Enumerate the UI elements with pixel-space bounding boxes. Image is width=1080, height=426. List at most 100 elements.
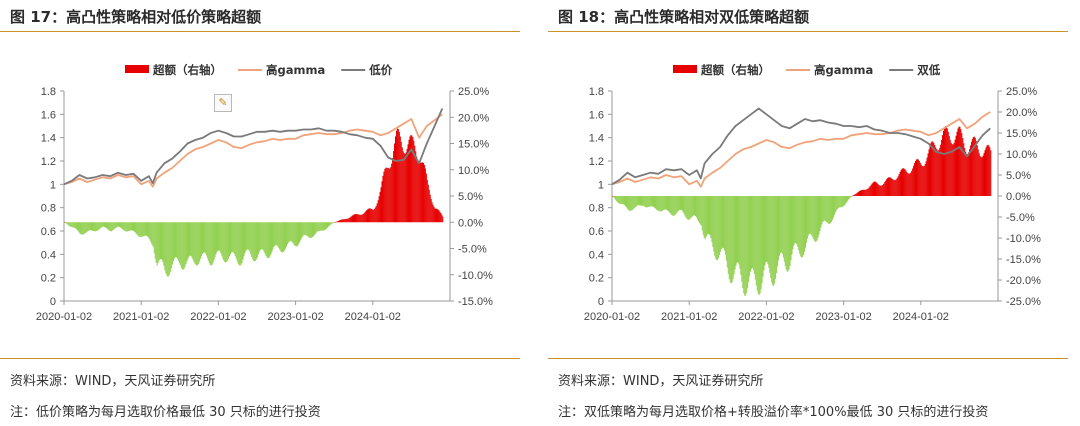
- excess-bar: [155, 222, 157, 263]
- excess-bar: [655, 196, 657, 210]
- excess-bar: [937, 150, 939, 196]
- excess-bar: [913, 165, 915, 196]
- series-line-high-gamma: [63, 113, 443, 188]
- excess-bar: [900, 170, 902, 196]
- excess-bar: [226, 222, 228, 262]
- excess-bar: [95, 222, 97, 232]
- excess-bar: [205, 222, 207, 256]
- excess-bar: [660, 196, 662, 212]
- excess-bar: [695, 196, 697, 218]
- excess-bar: [411, 135, 413, 223]
- excess-bar: [709, 196, 711, 236]
- excess-bar: [650, 196, 652, 207]
- excess-bar: [83, 222, 85, 235]
- excess-bar: [732, 196, 734, 280]
- excess-bar: [897, 176, 899, 196]
- excess-bar: [231, 222, 233, 252]
- excess-bar: [234, 222, 236, 257]
- method-note: 注：双低策略为每月选取价格+转股溢价率*100%最低 30 只标的进行投资: [558, 405, 989, 420]
- excess-bar: [109, 222, 111, 231]
- excess-bar: [717, 196, 719, 260]
- excess-bar: [931, 141, 933, 196]
- excess-bar: [301, 222, 303, 238]
- excess-bar: [810, 196, 812, 235]
- excess-bar: [288, 222, 290, 242]
- source-note: 资料来源：WIND，天风证券研究所: [10, 374, 216, 389]
- excess-bar: [131, 222, 133, 231]
- excess-bar: [214, 222, 216, 258]
- excess-bar: [100, 222, 102, 228]
- excess-bar: [337, 221, 339, 223]
- excess-bar: [832, 196, 834, 220]
- excess-bar: [843, 196, 845, 206]
- excess-bar: [352, 215, 354, 223]
- legend-swatch-excess: [125, 65, 149, 73]
- excess-bar: [790, 196, 792, 261]
- excess-bar: [390, 167, 392, 223]
- excess-bar: [713, 196, 715, 252]
- excess-bar: [708, 196, 710, 234]
- excess-bar: [834, 196, 836, 213]
- excess-bar: [384, 168, 386, 223]
- right-tick-label: 15.0%: [458, 139, 489, 151]
- excess-bar: [827, 196, 829, 224]
- excess-bar: [954, 139, 956, 196]
- excess-bar: [277, 222, 279, 247]
- excess-bar: [370, 208, 372, 223]
- excess-bar: [378, 196, 380, 223]
- excess-bar: [210, 222, 212, 266]
- excess-bar: [166, 222, 168, 276]
- chart-edit-icon[interactable]: ✎: [214, 94, 232, 112]
- excess-bar: [188, 222, 190, 257]
- excess-bar: [919, 162, 921, 196]
- excess-bar: [955, 135, 957, 196]
- excess-bar: [392, 158, 394, 223]
- excess-bar: [623, 196, 625, 205]
- excess-bar: [681, 196, 683, 211]
- excess-bar: [752, 196, 754, 270]
- excess-bar: [425, 173, 427, 223]
- excess-bar: [268, 222, 270, 258]
- excess-bar: [161, 222, 163, 260]
- excess-bar: [871, 183, 873, 196]
- excess-bar: [936, 149, 938, 196]
- excess-bar: [294, 222, 296, 246]
- excess-bar: [120, 222, 122, 229]
- excess-bar: [365, 211, 367, 223]
- excess-bar: [886, 179, 888, 196]
- excess-bar: [740, 196, 742, 276]
- excess-bar: [398, 131, 400, 223]
- excess-bar: [656, 196, 658, 210]
- excess-bar: [108, 222, 110, 231]
- excess-bar: [808, 196, 810, 234]
- excess-bar: [314, 222, 316, 234]
- right-tick-label: 15.0%: [1006, 128, 1037, 140]
- excess-bar: [719, 196, 721, 256]
- excess-bar: [88, 222, 90, 231]
- excess-bar: [767, 196, 769, 264]
- excess-bar: [321, 222, 323, 231]
- excess-bar: [736, 196, 738, 263]
- excess-bar: [71, 222, 73, 228]
- excess-bar: [700, 196, 702, 226]
- excess-bar: [209, 222, 211, 265]
- excess-bar: [292, 222, 294, 244]
- excess-bar: [178, 222, 180, 264]
- excess-bar: [153, 222, 155, 254]
- excess-bar: [182, 222, 184, 270]
- excess-bar: [325, 222, 327, 230]
- excess-bar: [811, 196, 813, 237]
- excess-bar: [306, 222, 308, 236]
- excess-bar: [431, 202, 433, 223]
- excess-bar: [259, 222, 261, 250]
- excess-bar: [704, 196, 706, 240]
- excess-bar: [104, 222, 106, 228]
- excess-bar: [701, 196, 703, 231]
- excess-bar: [787, 196, 789, 272]
- excess-bar: [865, 189, 867, 196]
- excess-bar: [923, 165, 925, 196]
- excess-bar: [413, 140, 415, 223]
- legend-label: 超额（右轴）: [152, 63, 222, 77]
- excess-bar: [927, 153, 929, 196]
- excess-bar: [747, 196, 749, 289]
